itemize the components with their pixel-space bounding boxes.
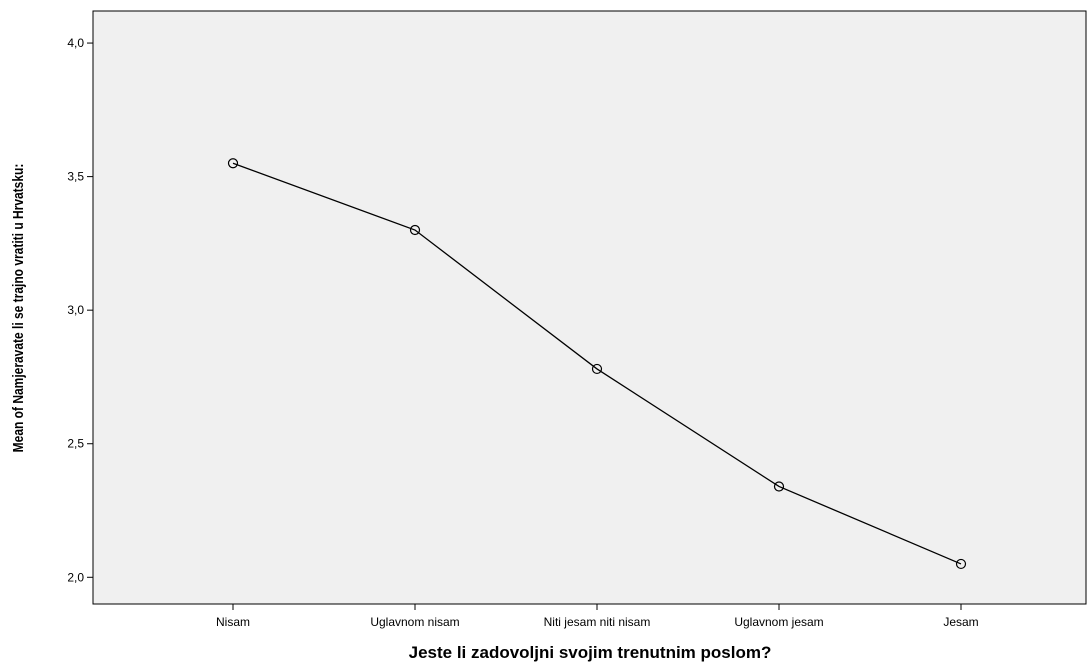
y-axis-title: Mean of Namjeravate li se trajno vratiti… xyxy=(10,164,27,453)
y-tick-label: 4,0 xyxy=(67,36,84,50)
x-axis: Nisam Uglavnom nisam Niti jesam niti nisam… xyxy=(216,604,979,629)
x-tick-label: Nisam xyxy=(216,615,250,629)
data-point-marker xyxy=(591,363,603,375)
y-tick-label: 3,5 xyxy=(67,170,84,184)
x-tick-label: Jesam xyxy=(943,615,978,629)
plot-area xyxy=(92,10,1087,605)
data-point-marker xyxy=(773,481,785,492)
data-point-marker xyxy=(409,224,421,236)
series-line xyxy=(232,162,962,565)
x-tick-label: Niti jesam niti nisam xyxy=(544,615,651,629)
data-point-marker xyxy=(955,558,967,570)
series xyxy=(227,158,967,570)
y-tick-label: 3,0 xyxy=(67,303,84,317)
y-tick-label: 2,5 xyxy=(67,437,84,451)
data-point-marker xyxy=(227,158,239,169)
y-tick-label: 2,0 xyxy=(67,570,84,584)
x-tick-label: Uglavnom jesam xyxy=(734,615,823,629)
x-axis-title: Jeste li zadovoljni svojim trenutnim pos… xyxy=(409,643,772,662)
y-axis: 2,0 2,5 3,0 3,5 4,0 xyxy=(67,36,93,584)
x-tick-label: Uglavnom nisam xyxy=(370,615,459,629)
